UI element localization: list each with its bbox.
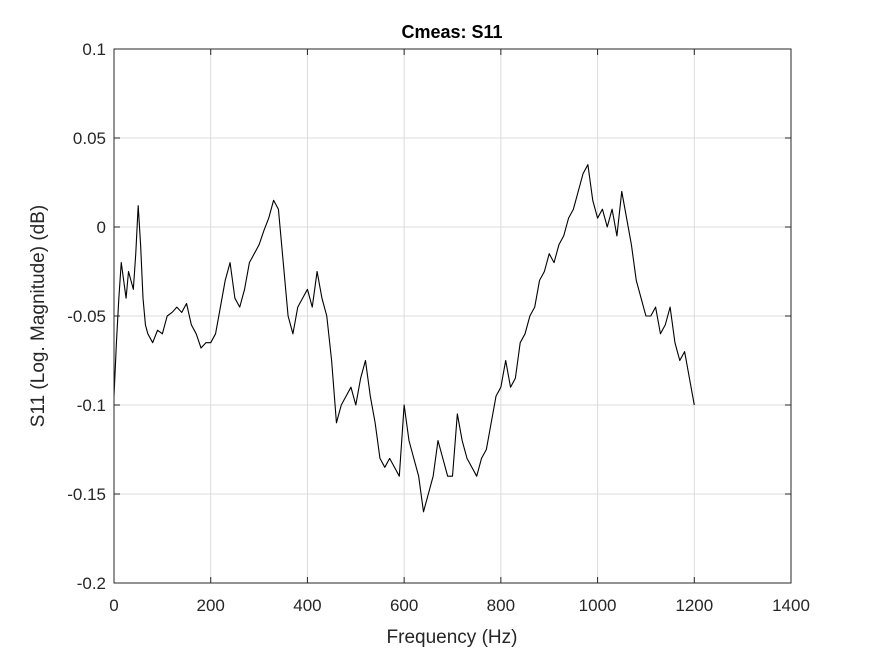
x-tick-label: 200 — [197, 596, 225, 615]
ticks — [113, 48, 792, 584]
x-tick-label: 1400 — [772, 596, 810, 615]
chart-title: Cmeas: S11 — [401, 22, 502, 42]
x-tick-labels: 0 200 400 600 800 1000 1200 1400 — [109, 596, 810, 615]
y-tick-label: -0.1 — [77, 396, 106, 415]
y-tick-label: -0.05 — [67, 307, 106, 326]
series-line — [113, 164, 695, 513]
x-tick-label: 0 — [109, 596, 118, 615]
y-tick-label: 0.05 — [73, 129, 106, 148]
x-tick-label: 1000 — [579, 596, 617, 615]
y-tick-label: 0 — [97, 218, 106, 237]
series-layer — [113, 164, 695, 513]
y-tick-label: 0.1 — [82, 40, 106, 59]
x-tick-label: 800 — [487, 596, 515, 615]
x-tick-label: 400 — [293, 596, 321, 615]
y-tick-label: -0.2 — [77, 574, 106, 593]
x-tick-label: 600 — [390, 596, 418, 615]
y-tick-labels: -0.2 -0.15 -0.1 -0.05 0 0.05 0.1 — [67, 40, 106, 593]
x-axis-label: Frequency (Hz) — [387, 627, 518, 648]
y-tick-label: -0.15 — [67, 485, 106, 504]
y-axis-label: S11 (Log. Magnitude) (dB) — [28, 205, 49, 428]
x-tick-label: 1200 — [675, 596, 713, 615]
